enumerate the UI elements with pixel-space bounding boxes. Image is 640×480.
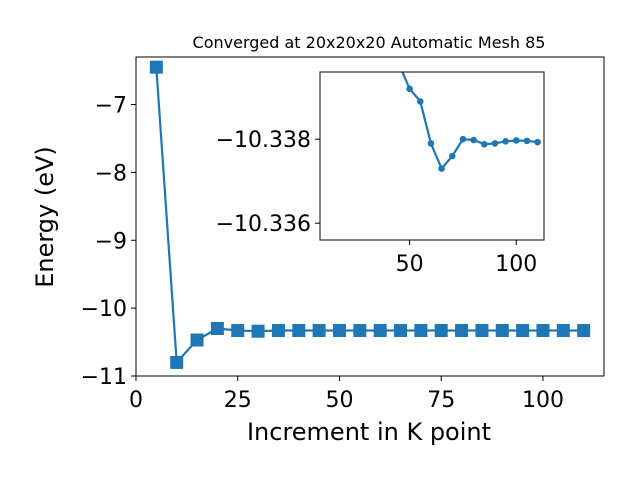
main-data-point	[434, 324, 448, 338]
chart-title: Converged at 20x20x20 Automatic Mesh 85	[193, 33, 546, 52]
main-x-tick-label: 75	[427, 388, 455, 413]
inset-data-point	[523, 137, 531, 145]
main-data-point	[210, 321, 224, 335]
main-data-point	[394, 324, 408, 338]
main-series	[149, 60, 591, 369]
main-data-point	[312, 324, 326, 338]
main-data-point	[231, 324, 245, 338]
inset-data-point	[459, 135, 467, 143]
inset-plot-frame	[319, 71, 545, 241]
main-data-point	[373, 324, 387, 338]
main-data-point	[353, 324, 367, 338]
inset-data-point	[406, 85, 413, 93]
main-x-tick-label: 50	[325, 388, 353, 413]
main-series-line	[155, 67, 584, 366]
inset-data-point	[480, 140, 488, 148]
main-data-point	[271, 324, 285, 338]
inset-x-axis: 50 100	[396, 240, 537, 277]
main-data-point	[149, 60, 163, 74]
main-data-point	[495, 324, 509, 338]
inset-y-tick-label: −10.338	[216, 128, 311, 153]
main-data-point	[577, 324, 591, 338]
inset-data-point	[427, 140, 435, 147]
main-data-point	[414, 324, 428, 338]
inset-data-point	[396, 60, 403, 67]
inset-y-tick-label: −10.336	[216, 212, 311, 237]
main-data-point	[536, 324, 550, 338]
inset-data-point	[448, 152, 456, 160]
main-data-point	[251, 324, 265, 338]
main-x-tick-label: 0	[129, 388, 143, 413]
main-x-axis: 0 25 50 75 100	[129, 376, 564, 413]
main-y-tick-label: −10	[81, 297, 127, 322]
main-y-axis: −7 −8 −9 −10 −11	[81, 94, 136, 390]
y-axis-label: Energy (eV)	[31, 146, 59, 288]
inset-data-point	[512, 137, 520, 144]
main-data-point	[475, 324, 489, 338]
inset-chart: 50 100 −10.338 −10.336	[216, 60, 545, 277]
inset-x-tick-label: 100	[495, 252, 537, 277]
main-y-tick-label: −7	[95, 94, 127, 119]
main-data-point	[190, 333, 204, 347]
main-data-point	[455, 324, 469, 338]
main-data-point	[332, 324, 346, 338]
main-x-tick-label: 25	[224, 388, 252, 413]
main-data-point	[170, 355, 184, 369]
main-x-tick-label: 100	[522, 388, 564, 413]
main-plot-frame	[135, 56, 605, 377]
inset-data-point	[491, 140, 499, 147]
main-y-tick-label: −8	[95, 161, 127, 186]
inset-data-point	[438, 165, 445, 172]
main-y-tick-label: −9	[95, 229, 127, 254]
inset-data-point	[502, 138, 509, 145]
main-data-point	[292, 324, 306, 338]
inset-series	[396, 60, 541, 172]
main-data-point	[516, 324, 530, 338]
main-data-point	[556, 324, 570, 338]
main-chart: Converged at 20x20x20 Automatic Mesh 85 …	[31, 33, 605, 446]
inset-background	[320, 72, 544, 240]
x-axis-label: Increment in K point	[247, 418, 491, 446]
inset-data-point	[416, 98, 424, 105]
inset-y-axis: −10.338 −10.336	[216, 128, 320, 237]
inset-data-point	[534, 138, 541, 146]
main-y-tick-label: −11	[81, 365, 127, 390]
inset-x-tick-label: 50	[396, 252, 424, 277]
inset-data-point	[470, 136, 477, 144]
